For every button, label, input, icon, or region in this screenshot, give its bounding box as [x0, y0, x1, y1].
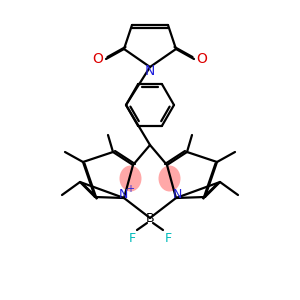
- Ellipse shape: [158, 166, 181, 191]
- Text: F: F: [164, 232, 172, 244]
- Text: F: F: [128, 232, 136, 244]
- Text: +: +: [126, 184, 134, 194]
- Text: N: N: [172, 188, 182, 202]
- Text: O: O: [93, 52, 104, 66]
- Ellipse shape: [119, 166, 142, 191]
- Text: O: O: [196, 52, 207, 66]
- Text: N: N: [118, 188, 128, 202]
- Text: B: B: [146, 212, 154, 224]
- Text: N: N: [145, 64, 155, 78]
